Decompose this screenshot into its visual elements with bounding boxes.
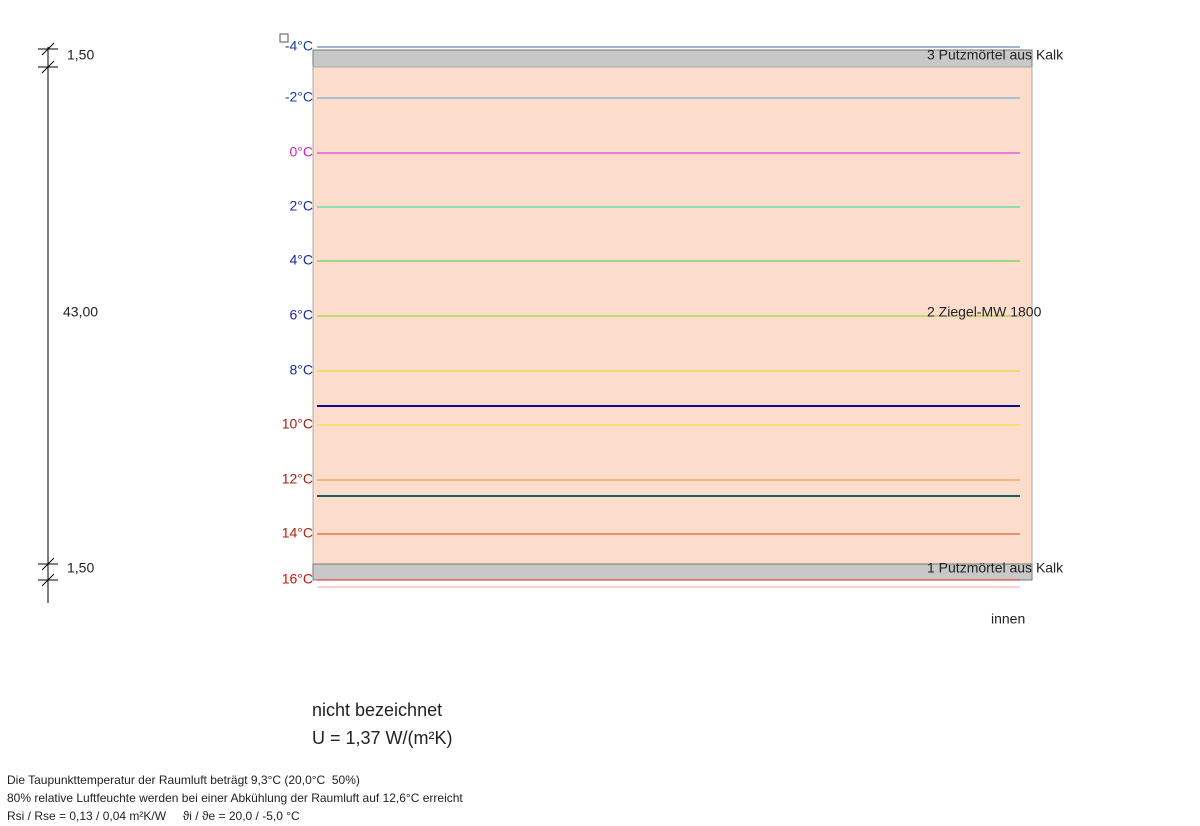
isotherm-label: 0°C — [290, 144, 314, 160]
note: Die Taupunkttemperatur der Raumluft betr… — [7, 773, 360, 787]
isotherm-label: 16°C — [282, 571, 313, 587]
isotherm-label: 2°C — [290, 198, 314, 214]
note: 80% relative Luftfeuchte werden bei eine… — [7, 791, 463, 805]
isotherm-label: 4°C — [290, 252, 314, 268]
isotherm-label: 6°C — [290, 307, 314, 323]
dimension-label: 1,50 — [67, 560, 94, 576]
dimension-ticks — [38, 42, 58, 587]
marker — [279, 33, 289, 43]
isotherm-label: 10°C — [282, 416, 313, 432]
u-value: U = 1,37 W/(m²K) — [312, 728, 453, 748]
isotherms: -4°C -2°C 0°C 2°C 4°C 6°C 8°C 10°C 12°C 14°C 16°C — [282, 38, 1020, 587]
layer-1 — [312, 563, 1033, 581]
layer-3 — [312, 49, 1033, 68]
layer-label: 3 Putzmörtel aus Kalk — [927, 47, 1064, 63]
isotherm-label: -2°C — [285, 89, 313, 105]
isotherm-label: 8°C — [290, 362, 314, 378]
layer-label: 2 Ziegel-MW 1800 — [927, 304, 1042, 320]
layer-label: 1 Putzmörtel aus Kalk — [927, 560, 1064, 576]
side-label: innen — [991, 611, 1025, 627]
isotherm-label: 12°C — [282, 471, 313, 487]
dimension-label: 1,50 — [67, 47, 94, 63]
construction-name: nicht bezeichnet — [312, 700, 442, 720]
note: Rsi / Rse = 0,13 / 0,04 m²K/W ϑi / ϑe = … — [7, 809, 300, 823]
isotherm-label: 14°C — [282, 525, 313, 541]
dimension-label: 43,00 — [63, 304, 98, 320]
isotherm-label: -4°C — [285, 38, 313, 54]
